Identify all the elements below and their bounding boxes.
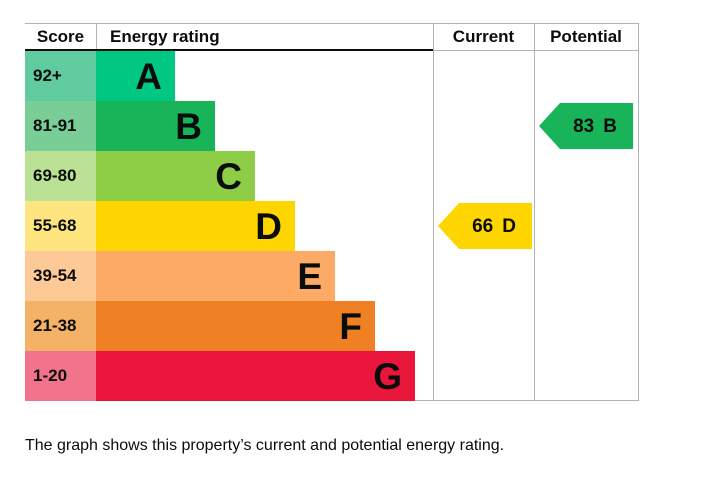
current-potential-divider	[534, 24, 535, 401]
band-row-f: 21-38 F	[25, 301, 639, 351]
score-range-label: 1-20	[25, 351, 96, 401]
band-bar-d: D	[96, 201, 295, 251]
band-bar-a: A	[96, 51, 175, 101]
current-rating-arrow: 66 D	[438, 203, 532, 249]
score-range-label: 92+	[25, 51, 96, 101]
band-bar-g: G	[96, 351, 415, 401]
band-bar-f: F	[96, 301, 375, 351]
potential-rating-arrow: 83 B	[539, 103, 633, 149]
band-row-g: 1-20 G	[25, 351, 639, 401]
band-bar-b: B	[96, 101, 215, 151]
score-range-label: 81-91	[25, 101, 96, 151]
current-column-header: Current	[452, 27, 515, 46]
potential-column-header: Potential	[550, 27, 622, 46]
caption-text: The graph shows this property’s current …	[25, 437, 505, 454]
header-underline-black	[25, 49, 433, 51]
score-range-label: 39-54	[25, 251, 96, 301]
potential-rating-value: 83	[573, 115, 595, 137]
band-bar-c: C	[96, 151, 255, 201]
current-rating-band: D	[502, 215, 516, 237]
epc-chart: Score Energy rating Current Potential 92…	[25, 23, 639, 401]
band-row-b: 81-91 B	[25, 101, 639, 151]
band-row-e: 39-54 E	[25, 251, 639, 301]
band-bar-e: E	[96, 251, 335, 301]
header-underline-gray	[433, 50, 638, 51]
score-column-header: Score	[36, 27, 85, 46]
rating-current-divider	[433, 24, 434, 401]
band-row-d: 55-68 D	[25, 201, 639, 251]
band-row-a: 92+ A	[25, 51, 639, 101]
score-range-label: 55-68	[25, 201, 96, 251]
band-rows: 92+ A 81-91 B 69-80 C 55-68 D 39-54 E 21…	[25, 51, 639, 401]
current-rating-value: 66	[472, 215, 494, 237]
table-right-border	[638, 24, 639, 401]
score-range-label: 21-38	[25, 301, 96, 351]
band-row-c: 69-80 C	[25, 151, 639, 201]
potential-rating-band: B	[603, 115, 617, 137]
score-rating-divider	[96, 24, 97, 49]
score-range-label: 69-80	[25, 151, 96, 201]
energy-rating-column-header: Energy rating	[110, 27, 220, 46]
